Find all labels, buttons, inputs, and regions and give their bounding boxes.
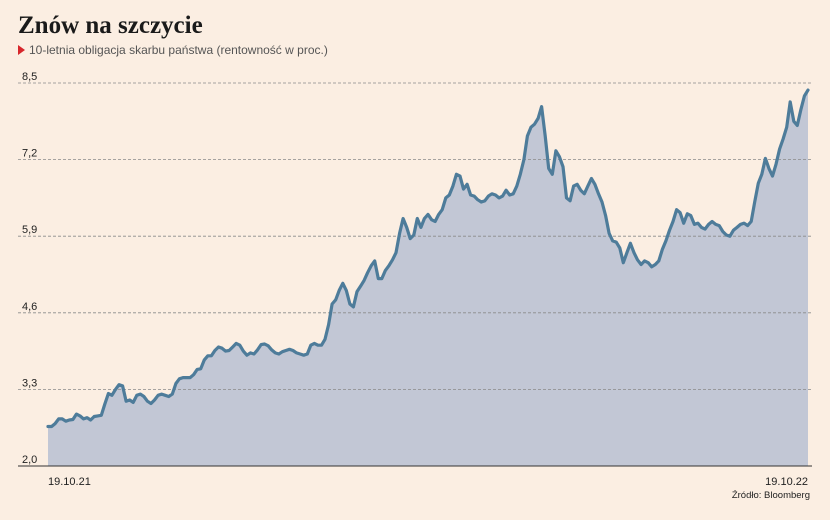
y-tick-label: 2,0 bbox=[22, 454, 37, 466]
y-tick-label: 7,2 bbox=[22, 148, 37, 160]
red-triangle-marker-icon bbox=[18, 45, 25, 55]
x-tick-label-start: 19.10.21 bbox=[48, 476, 91, 488]
source-note: Źródło: Bloomberg bbox=[731, 490, 810, 501]
y-tick-label: 8,5 bbox=[22, 71, 37, 83]
series-area-fill bbox=[48, 90, 808, 466]
series-line bbox=[46, 88, 810, 429]
chart-subtitle: 10-letnia obligacja skarbu państwa (rent… bbox=[18, 43, 328, 57]
subtitle-text: 10-letnia obligacja skarbu państwa (rent… bbox=[29, 43, 328, 57]
y-tick-label: 5,9 bbox=[22, 224, 37, 236]
x-tick-label-end: 19.10.22 bbox=[765, 476, 808, 488]
y-tick-label: 3,3 bbox=[22, 377, 37, 389]
y-tick-label: 4,6 bbox=[22, 301, 37, 313]
chart-title: Znów na szczycie bbox=[18, 12, 203, 39]
